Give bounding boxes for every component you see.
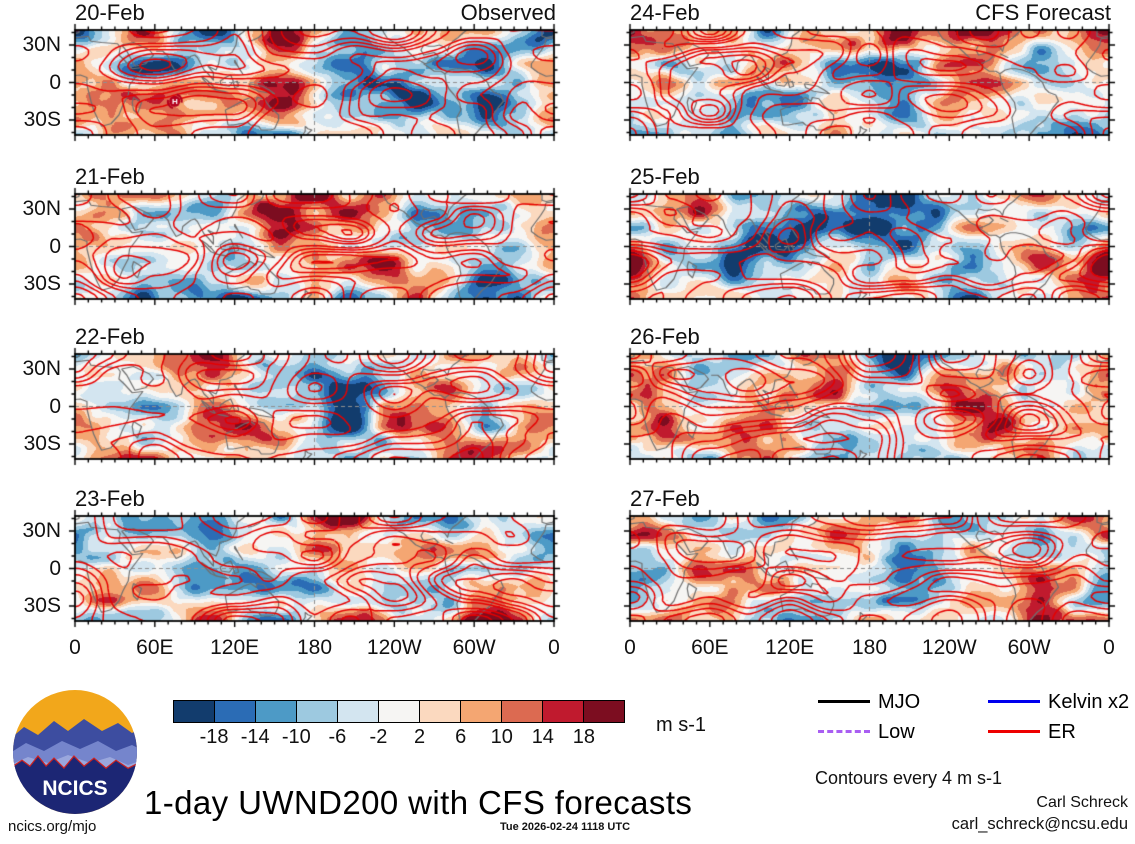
generation-timestamp: Tue 2026-02-24 1118 UTC [499,821,631,833]
map-panel-25-feb: 25-Feb [622,165,1119,307]
lat-tick-label: 30N [22,357,61,380]
site-url-text: ncics.org/mjo [8,818,97,835]
colorbar-segment [174,701,214,722]
panel-date-label: 25-Feb [630,164,700,189]
panel-date-label: 24-Feb [630,0,700,25]
lat-tick-label: 30N [22,519,61,542]
lon-tick-label: 120W [921,636,977,659]
panel-date-label: 27-Feb [630,486,700,511]
colorbar-tick-label: 2 [413,726,426,748]
colorbar-tick-label: -10 [281,726,311,748]
map-panel-26-feb: 26-Feb [622,325,1119,467]
lat-tick-label: 30S [23,594,61,617]
colorbar-segment [460,701,501,722]
colorbar-segment [296,701,337,722]
lon-tick-label: 0 [548,636,560,659]
map-panel-22-feb: 22-Feb 30N 0 30S [22,325,564,467]
map-panel-21-feb: 21-Feb 30N 0 30S [22,165,564,307]
author-email: carl_schreck@ncsu.edu [951,815,1128,833]
legend-line-sample [818,730,870,733]
ncics-logo: NCICS [10,687,140,817]
lat-tick-label: 0 [49,556,61,580]
colorbar-tick-label: 14 [531,726,554,748]
map-canvas [622,22,1117,143]
panel-column-label: CFS Forecast [975,0,1111,25]
map-panel-20-feb: 20-Feb Observed 30N 0 30S [22,1,564,143]
map-canvas [622,346,1117,467]
colorbar-tick-label: -2 [369,726,388,748]
ncics-logo-text: NCICS [42,777,107,800]
map-canvas [67,22,562,143]
colorbar-tick-label: 6 [455,726,467,748]
lat-tick-label: 30S [23,432,61,455]
legend-line-sample [988,700,1040,703]
colorbar-segment [583,701,624,722]
map-panel-24-feb: 24-Feb CFS Forecast [622,1,1119,143]
colorbar-segment [255,701,296,722]
author-name: Carl Schreck [1036,794,1128,811]
colorbar-tick-label: -14 [240,726,270,748]
lat-tick-label: 0 [49,70,61,94]
map-canvas [67,346,562,467]
contour-interval-note: Contours every 4 m s-1 [815,768,1003,788]
map-canvas [622,508,1117,629]
panel-date-label: 22-Feb [75,324,145,349]
lat-tick-label: 30N [22,33,61,56]
lon-tick-label: 180 [851,636,888,659]
panel-date-label: 23-Feb [75,486,145,511]
colorbar-segment [419,701,460,722]
colorbar [173,700,625,723]
figure-title: 1-day UWND200 with CFS forecasts [144,784,693,821]
colorbar-tick-label: -6 [328,726,347,748]
lon-tick-label: 60W [452,636,496,659]
colorbar-segment [542,701,583,722]
panel-date-label: 26-Feb [630,324,700,349]
colorbar-segment [337,701,378,722]
colorbar-tick-label: 10 [490,726,513,748]
lon-tick-label: 60E [136,636,174,659]
colorbar-segment [378,701,419,722]
lon-tick-label: 120E [210,636,260,659]
colorbar-segment [214,701,255,722]
lon-tick-label: 120W [366,636,422,659]
panel-date-label: 21-Feb [75,164,145,189]
lon-tick-label: 60W [1007,636,1051,659]
legend-label: Low [878,721,915,743]
map-panel-27-feb: 27-Feb [622,487,1119,629]
legend-line-sample [988,730,1040,733]
lon-tick-label: 60E [691,636,729,659]
lon-tick-label: 0 [624,636,636,659]
lon-tick-label: 180 [296,636,333,659]
lon-tick-label: 0 [69,636,81,659]
panel-date-label: 20-Feb [75,0,145,25]
colorbar-tick-label: 18 [572,726,596,748]
lat-tick-label: 30S [23,108,61,131]
colorbar-unit-label: m s-1 [656,714,706,736]
map-canvas [67,186,562,307]
colorbar-tick-label: -18 [199,726,229,748]
legend-label: Kelvin x2 [1048,691,1130,713]
lon-tick-label: 120E [765,636,815,659]
map-canvas [67,508,562,629]
legend-label: MJO [878,691,921,713]
lat-tick-label: 30N [22,197,61,220]
lat-tick-label: 30S [23,272,61,295]
legend-label: ER [1048,721,1076,743]
panel-column-label: Observed [460,0,556,25]
legend-line-sample [818,700,870,703]
ncics-logo-graphic: NCICS [13,690,137,814]
map-canvas [622,186,1117,307]
lat-tick-label: 0 [49,234,61,258]
map-panel-23-feb: 23-Feb 30N 0 30S [22,487,564,629]
colorbar-segment [501,701,542,722]
lat-tick-label: 0 [49,394,61,418]
lon-tick-label: 0 [1103,636,1115,659]
